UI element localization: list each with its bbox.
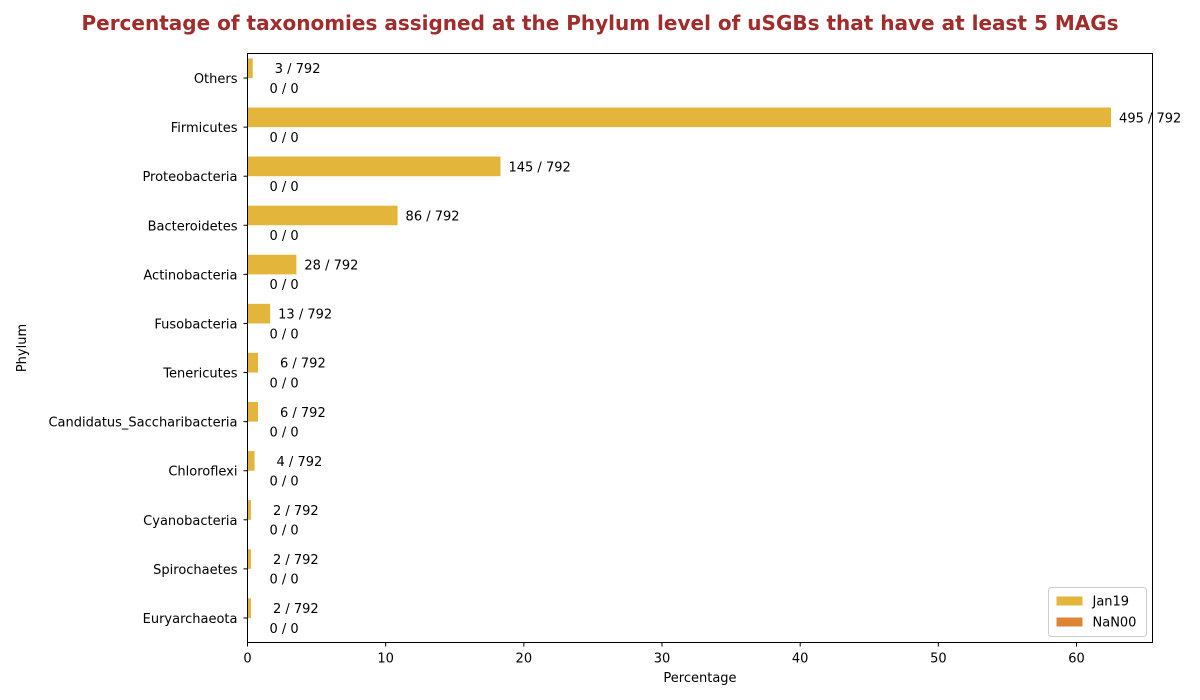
- bar-value-label: 2 / 792: [273, 602, 319, 617]
- bar-value-label: 0 / 0: [270, 376, 299, 391]
- bar-value-label: 3 / 792: [275, 62, 321, 77]
- bar-value-label: 4 / 792: [277, 455, 323, 470]
- bars-layer: [247, 58, 1112, 618]
- bar-value-label: 495 / 792: [1119, 111, 1181, 126]
- x-tick-label: 0: [243, 652, 251, 667]
- legend-swatch: [1056, 596, 1083, 606]
- bar-value-label: 0 / 0: [270, 425, 299, 440]
- y-tick-label: Firmicutes: [171, 121, 238, 136]
- bar: [247, 156, 501, 177]
- y-tick-label: Fusobacteria: [154, 317, 237, 332]
- bar: [247, 107, 1112, 128]
- bar-labels-layer: 3 / 792 0 / 0 495 / 792 0 / 0 145 / 792 0 / 0…: [270, 62, 1182, 637]
- bar: [247, 549, 251, 569]
- chart-title: Percentage of taxonomies assigned at the…: [81, 11, 1119, 35]
- bar-value-label: 145 / 792: [508, 160, 570, 175]
- bar-value-label: 2 / 792: [273, 553, 319, 568]
- bar-value-label: 0 / 0: [270, 524, 299, 539]
- legend-swatch: [1056, 617, 1083, 627]
- bar-value-label: 2 / 792: [273, 504, 319, 519]
- bar-value-label: 0 / 0: [270, 475, 299, 490]
- bar-value-label: 28 / 792: [304, 259, 358, 274]
- bar-value-label: 86 / 792: [406, 209, 460, 224]
- x-tick-label: 30: [654, 652, 671, 667]
- legend-label: Jan19: [1092, 595, 1130, 610]
- bar: [247, 451, 255, 471]
- bar-value-label: 0 / 0: [270, 131, 299, 146]
- y-axis: Others Firmicutes Proteobacteria Bacteroide…: [48, 72, 248, 627]
- bar-value-label: 6 / 792: [280, 406, 326, 421]
- x-tick-label: 60: [1068, 652, 1085, 667]
- y-tick-label: Chloroflexi: [168, 465, 237, 480]
- bar-value-label: 0 / 0: [270, 327, 299, 342]
- x-tick-label: 50: [930, 652, 947, 667]
- y-tick-label: Tenericutes: [162, 367, 237, 382]
- bar: [247, 598, 251, 618]
- bar-value-label: 0 / 0: [270, 82, 299, 97]
- y-axis-label: Phylum: [15, 324, 30, 372]
- y-tick-label: Actinobacteria: [143, 268, 237, 283]
- bar-value-label: 6 / 792: [280, 357, 326, 372]
- y-tick-label: Candidatus_Saccharibacteria: [48, 416, 237, 431]
- bar: [247, 303, 271, 324]
- bar-value-label: 13 / 792: [278, 308, 332, 323]
- plot-frame: [247, 53, 1153, 643]
- x-tick-label: 20: [516, 652, 533, 667]
- y-tick-label: Bacteroidetes: [148, 219, 238, 234]
- y-tick-label: Proteobacteria: [142, 170, 237, 185]
- y-tick-label: Euryarchaeota: [143, 612, 238, 627]
- bar-value-label: 0 / 0: [270, 229, 299, 244]
- y-tick-label: Spirochaetes: [153, 563, 238, 578]
- x-tick-label: 40: [792, 652, 809, 667]
- bar-value-label: 0 / 0: [270, 622, 299, 637]
- x-tick-label: 10: [377, 652, 394, 667]
- legend: Jan19 NaN00: [1048, 587, 1147, 637]
- bar: [247, 352, 259, 373]
- y-tick-label: Cyanobacteria: [143, 514, 237, 529]
- bar: [247, 500, 251, 520]
- bar: [247, 401, 259, 422]
- bar: [247, 58, 253, 79]
- bar-value-label: 0 / 0: [270, 180, 299, 195]
- legend-label: NaN00: [1093, 616, 1137, 631]
- bar: [247, 205, 398, 226]
- bar: [247, 254, 297, 275]
- bar-value-label: 0 / 0: [270, 573, 299, 588]
- x-axis: 0 10 20 30 40 50 60: [243, 642, 1085, 667]
- y-tick-label: Others: [194, 72, 238, 87]
- x-axis-label: Percentage: [663, 671, 736, 686]
- bar-value-label: 0 / 0: [270, 278, 299, 293]
